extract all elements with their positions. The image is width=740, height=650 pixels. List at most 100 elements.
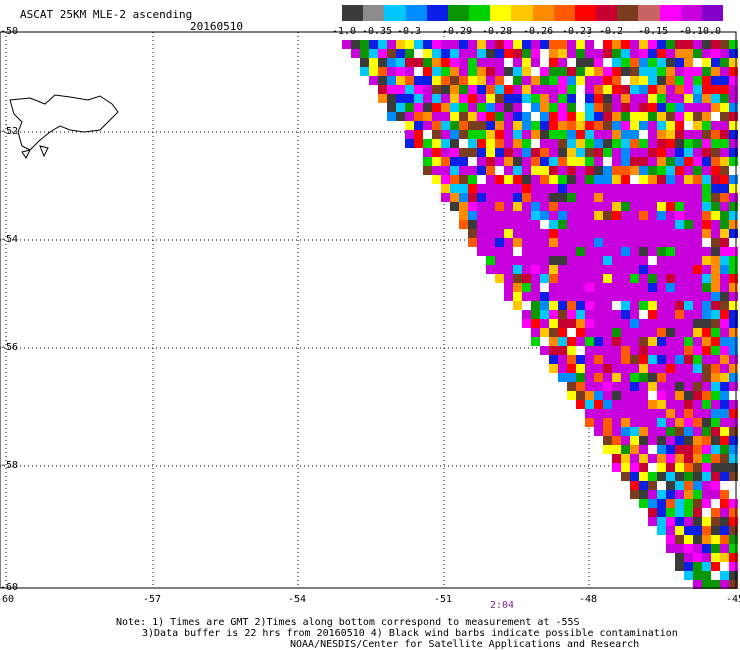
swath-cell [612, 373, 621, 382]
swath-cell [729, 184, 738, 193]
swath-cell [558, 94, 567, 103]
swath-cell [495, 220, 504, 229]
swath-cell [495, 121, 504, 130]
swath-cell [720, 517, 729, 526]
swath-cell [693, 283, 702, 292]
swath-cell [585, 211, 594, 220]
swath-cell [612, 139, 621, 148]
swath-cell [531, 310, 540, 319]
swath-cell [693, 382, 702, 391]
swath-cell [702, 94, 711, 103]
swath-cell [630, 193, 639, 202]
swath-cell [612, 193, 621, 202]
swath-cell [693, 544, 702, 553]
swath-cell [495, 202, 504, 211]
swath-cell [549, 58, 558, 67]
swath-cell [585, 418, 594, 427]
swath-cell [585, 301, 594, 310]
swath-cell [711, 112, 720, 121]
swath-cell [639, 499, 648, 508]
swath-cell [702, 409, 711, 418]
swath-cell [666, 517, 675, 526]
swath-cell [666, 292, 675, 301]
swath-cell [720, 499, 729, 508]
swath-cell [540, 103, 549, 112]
swath-cell [666, 211, 675, 220]
swath-cell [666, 328, 675, 337]
y-tick-label: -56 [0, 342, 19, 353]
swath-cell [639, 409, 648, 418]
swath-cell [729, 409, 738, 418]
swath-cell [495, 49, 504, 58]
swath-cell [729, 526, 738, 535]
swath-cell [549, 76, 558, 85]
swath-cell [648, 40, 657, 49]
note-line-1: Note: 1) Times are GMT 2)Times along bot… [116, 617, 580, 628]
swath-cell [612, 364, 621, 373]
swath-cell [630, 310, 639, 319]
swath-cell [693, 454, 702, 463]
swath-cell [684, 139, 693, 148]
x-tick-label: -57 [143, 594, 162, 605]
swath-cell [657, 373, 666, 382]
swath-cell [513, 121, 522, 130]
swath-cell [711, 121, 720, 130]
swath-cell [702, 490, 711, 499]
swath-cell [414, 67, 423, 76]
swath-cell [711, 418, 720, 427]
swath-cell [621, 49, 630, 58]
swath-cell [432, 157, 441, 166]
swath-cell [567, 220, 576, 229]
swath-cell [594, 202, 603, 211]
swath-cell [666, 94, 675, 103]
swath-cell [522, 139, 531, 148]
swath-cell [720, 571, 729, 580]
swath-cell [468, 103, 477, 112]
swath-cell [639, 328, 648, 337]
swath-cell [657, 292, 666, 301]
swath-cell [585, 40, 594, 49]
swath-cell [486, 130, 495, 139]
swath-cell [729, 463, 738, 472]
swath-cell [468, 76, 477, 85]
swath-cell [684, 184, 693, 193]
swath-cell [531, 193, 540, 202]
swath-cell [648, 373, 657, 382]
swath-cell [648, 346, 657, 355]
swath-cell [702, 166, 711, 175]
swath-cell [558, 112, 567, 121]
swath-cell [504, 94, 513, 103]
swath-cell [558, 274, 567, 283]
swath-cell [459, 202, 468, 211]
swath-cell [441, 67, 450, 76]
swath-cell [621, 409, 630, 418]
swath-cell [621, 247, 630, 256]
swath-cell [549, 364, 558, 373]
swath-cell [711, 562, 720, 571]
swath-cell [585, 373, 594, 382]
swath-cell [684, 328, 693, 337]
swath-cell [387, 58, 396, 67]
swath-cell [684, 121, 693, 130]
swath-cell [711, 472, 720, 481]
swath-cell [684, 166, 693, 175]
swath-cell [684, 85, 693, 94]
swath-cell [549, 130, 558, 139]
swath-cell [549, 238, 558, 247]
swath-cell [684, 355, 693, 364]
swath-cell [702, 328, 711, 337]
swath-cell [477, 247, 486, 256]
swath-cell [621, 256, 630, 265]
swath-cell [711, 409, 720, 418]
swath-cell [639, 391, 648, 400]
swath-cell [693, 40, 702, 49]
swath-cell [630, 409, 639, 418]
swath-cell [630, 391, 639, 400]
swath-cell [531, 148, 540, 157]
swath-cell [468, 184, 477, 193]
swath-cell [432, 166, 441, 175]
swath-cell [621, 319, 630, 328]
swath-cell [684, 148, 693, 157]
swath-cell [486, 193, 495, 202]
swath-cell [540, 346, 549, 355]
